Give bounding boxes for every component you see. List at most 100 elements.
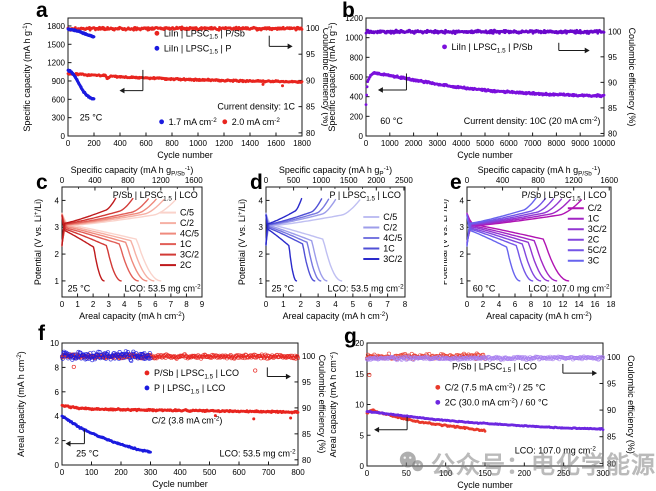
panel-g: g 0 50 100 150 200 250 300 0 5 10 15 20 Cycle number… <box>330 322 656 491</box>
svg-text:200: 200 <box>350 112 364 121</box>
svg-text:Potential (V vs. Li+/Li): Potential (V vs. Li+/Li) <box>33 199 43 285</box>
axes: 0 50 100 150 200 250 300 0 5 10 15 20 Cycle number Ar… <box>330 339 636 490</box>
curve-C/5-discharge <box>265 212 343 282</box>
svg-text:4000: 4000 <box>452 139 470 148</box>
panel-c-chart: 0 1 2 3 4 5 6 7 8 9 1 2 3 4 Areal capacity (mA h cm-2)… <box>33 166 205 321</box>
svg-text:Areal capacity (mA h cm-2): Areal capacity (mA h cm-2) <box>330 352 338 458</box>
svg-text:Specific capacity (mA h g-1): Specific capacity (mA h g-1) <box>328 22 337 131</box>
panel-f: f 0 100 200 300 400 500 600 700 800 0 2 4 6 8 10 Cycle … <box>0 322 330 491</box>
svg-text:1.7 mA cm-2: 1.7 mA cm-2 <box>169 117 218 127</box>
panel-label-a: a <box>36 0 48 22</box>
svg-text:500: 500 <box>203 468 217 477</box>
svg-text:Specific capacity (mA h gP/Sb-: Specific capacity (mA h gP/Sb-1) <box>71 166 194 177</box>
svg-text:Areal capacity (mA h cm-2): Areal capacity (mA h cm-2) <box>16 351 26 457</box>
svg-text:800: 800 <box>531 176 545 185</box>
curve-C/2-discharge <box>466 212 570 282</box>
annotation: LCO: 53.5 mg cm-2 <box>327 284 404 294</box>
annotation: 25 °C <box>76 448 99 458</box>
svg-text:0: 0 <box>359 132 364 141</box>
svg-text:0: 0 <box>61 132 66 141</box>
svg-text:8: 8 <box>55 363 60 372</box>
series-P/Sb-capacity <box>66 72 304 88</box>
svg-text:2C: 2C <box>180 260 192 270</box>
legend: LiIn | LPSC1.5 | P/Sb LiIn | LPSC1.5 | P <box>154 28 245 56</box>
svg-text:P/Sb | LPSC1.5 | LCO: P/Sb | LPSC1.5 | LCO <box>154 368 239 380</box>
annotation-arrow <box>374 416 408 433</box>
svg-text:2: 2 <box>259 250 264 259</box>
svg-text:200: 200 <box>87 139 101 148</box>
annotation: Current density: 1C <box>217 101 295 111</box>
svg-text:85: 85 <box>607 433 616 442</box>
svg-text:0: 0 <box>365 469 370 478</box>
svg-text:1200: 1200 <box>47 59 65 68</box>
svg-text:Coulombic efficiency (%): Coulombic efficiency (%) <box>626 355 636 454</box>
legend: C/2 (7.5 mA cm-2) / 25 °C 2C (30.0 mA cm-… <box>435 382 549 407</box>
svg-text:50: 50 <box>402 469 411 478</box>
curve-C/2-discharge <box>61 213 155 282</box>
curve-3C/2-discharge <box>466 213 550 282</box>
panel-label-f: f <box>38 322 45 345</box>
svg-text:10: 10 <box>355 401 364 410</box>
svg-text:8: 8 <box>184 300 189 309</box>
annotation-arrow <box>119 69 144 94</box>
svg-text:2: 2 <box>55 437 60 446</box>
curve-5C/2-charge <box>466 197 547 246</box>
svg-text:3: 3 <box>316 300 321 309</box>
svg-text:150: 150 <box>478 469 492 478</box>
svg-text:1800: 1800 <box>47 22 65 31</box>
svg-text:1C: 1C <box>588 214 600 224</box>
svg-text:P | LPSC1.5 | LCO: P | LPSC1.5 | LCO <box>154 383 225 395</box>
svg-text:2000: 2000 <box>405 139 423 148</box>
legend: LiIn | LPSC1.5 | P/Sb <box>442 42 533 54</box>
svg-text:4: 4 <box>122 300 127 309</box>
svg-text:1C: 1C <box>383 244 395 254</box>
svg-text:4C/5: 4C/5 <box>383 233 402 243</box>
annotation: LCO: 53.5 mg cm-2 <box>124 284 201 294</box>
curve-C/2-charge <box>61 198 165 244</box>
annotation: LCO: 107.0 mg cm-2 <box>515 446 597 456</box>
annotation: Current density: 10C (20 mA cm-2) <box>464 116 601 126</box>
rate-legend: 1.7 mA cm-2 2.0 mA cm-2 <box>159 117 280 127</box>
svg-text:C/2 (7.5 mA cm-2) / 25 °C: C/2 (7.5 mA cm-2) / 25 °C <box>445 382 546 392</box>
curve-1C-charge <box>61 198 149 246</box>
svg-text:1800: 1800 <box>293 139 311 148</box>
svg-text:Areal capacity (mA h cm-2): Areal capacity (mA h cm-2) <box>283 311 389 321</box>
annotation-arrow <box>268 35 293 50</box>
svg-text:1: 1 <box>281 300 286 309</box>
curve-4C/5-charge <box>61 198 157 245</box>
svg-text:10000: 10000 <box>593 139 616 148</box>
svg-text:90: 90 <box>306 76 315 85</box>
svg-text:9000: 9000 <box>571 139 589 148</box>
svg-text:200: 200 <box>114 468 128 477</box>
svg-text:4: 4 <box>259 196 264 205</box>
svg-text:600: 600 <box>350 73 364 82</box>
curve-2C-charge <box>466 198 555 246</box>
annotation: 60 °C <box>473 284 496 294</box>
svg-text:900: 900 <box>52 77 66 86</box>
series-P/Sb-capacity <box>60 403 300 421</box>
series-P-coulombic-efficiency <box>59 349 153 363</box>
svg-text:250: 250 <box>557 469 571 478</box>
series-coulombic-efficiency <box>364 28 606 36</box>
svg-text:LiIn | LPSC1.5 | P/Sb: LiIn | LPSC1.5 | P/Sb <box>164 28 245 40</box>
curve-2C-discharge <box>61 215 105 282</box>
svg-text:3: 3 <box>460 223 465 232</box>
svg-text:2: 2 <box>460 250 465 259</box>
curve-5C/2-discharge <box>466 214 534 282</box>
curve-C/2-discharge <box>265 213 328 282</box>
series-P-coulombic-efficiency <box>66 27 96 39</box>
svg-text:8: 8 <box>403 300 408 309</box>
curve-3C/2-charge <box>265 197 303 246</box>
svg-text:0: 0 <box>264 176 269 185</box>
svg-text:800: 800 <box>165 139 179 148</box>
svg-text:5000: 5000 <box>476 139 494 148</box>
annotation: 25 °C <box>272 284 295 294</box>
svg-text:Specific capacity (mA h gP/Sb-: Specific capacity (mA h gP/Sb-1) <box>478 166 601 177</box>
svg-text:1200: 1200 <box>152 176 170 185</box>
svg-text:Specific capacity (mA h gP-1): Specific capacity (mA h gP-1) <box>279 166 392 177</box>
svg-text:1500: 1500 <box>47 40 65 49</box>
svg-text:20: 20 <box>355 339 364 348</box>
svg-text:90: 90 <box>608 78 617 87</box>
svg-text:3: 3 <box>259 223 264 232</box>
curve-3C/2-discharge <box>61 214 122 282</box>
